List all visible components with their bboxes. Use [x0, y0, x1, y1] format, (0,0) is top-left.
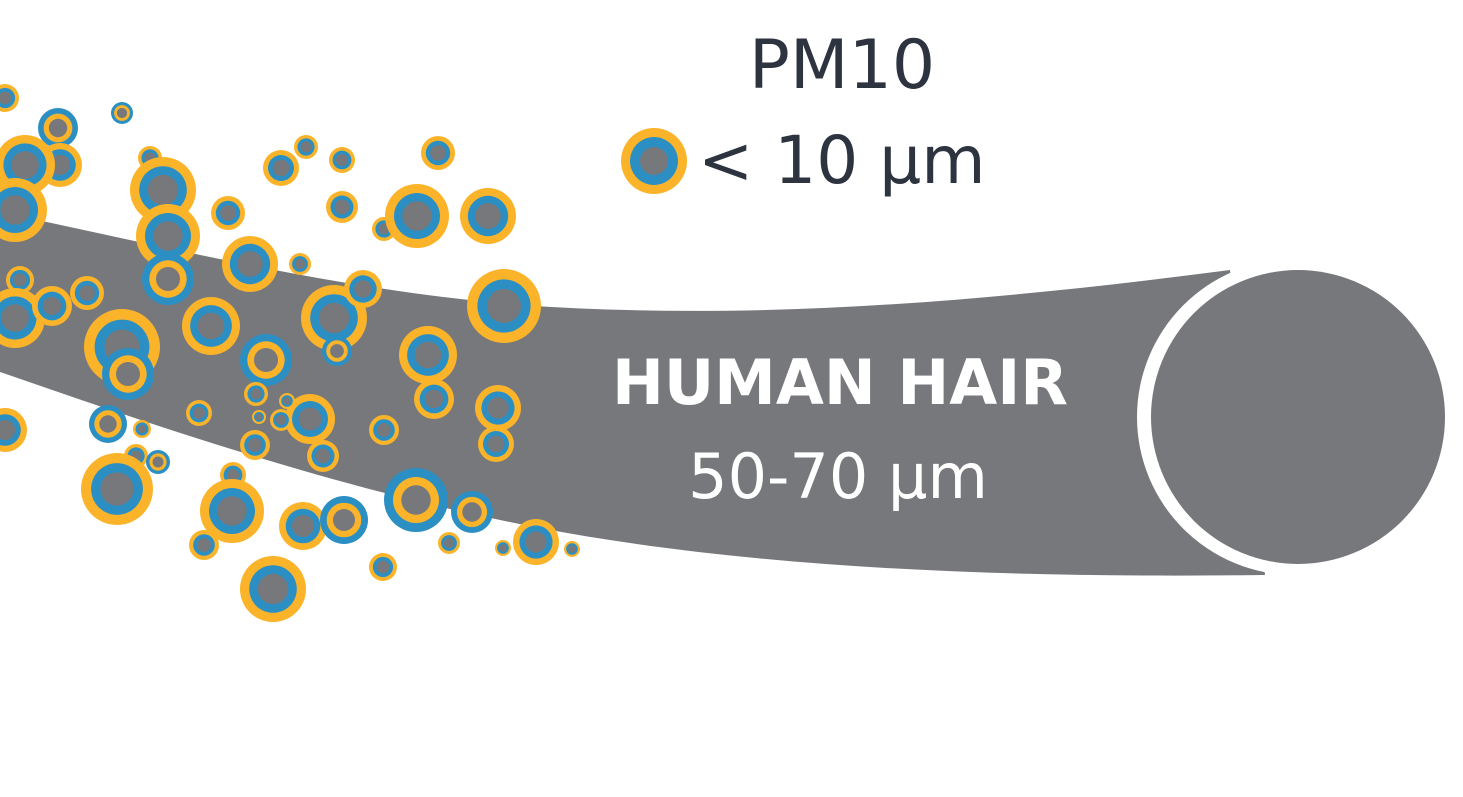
particle-icon — [133, 420, 151, 438]
particle-icon — [475, 385, 521, 431]
particle-icon — [285, 394, 335, 444]
pm10-size-label: < 10 μm — [698, 122, 986, 199]
particle-icon — [320, 496, 368, 544]
particle-icon — [142, 253, 194, 305]
particle-icon — [240, 556, 306, 622]
particle-icon — [385, 184, 449, 248]
particle-icon — [0, 84, 19, 112]
pm10-title: PM10 — [749, 26, 935, 105]
particle-icon — [467, 269, 541, 343]
hair-cross-section — [1151, 270, 1445, 564]
particle-icon — [200, 479, 264, 543]
particle-icon — [263, 150, 299, 186]
particle-icon — [111, 102, 133, 124]
particle-icon — [240, 430, 270, 460]
particle-icon — [294, 135, 318, 159]
particle-icon — [478, 426, 514, 462]
particle-icon — [189, 530, 219, 560]
particle-icon — [211, 196, 245, 230]
particle-icon — [399, 326, 457, 384]
particle-icon — [0, 408, 27, 452]
particle-icon — [369, 415, 399, 445]
particle-icon — [289, 253, 311, 275]
particle-icon — [460, 188, 516, 244]
particle-icon — [421, 136, 455, 170]
particle-icon — [89, 405, 127, 443]
particle-icon — [513, 519, 559, 565]
particle-icon — [240, 334, 292, 386]
particle-icon — [186, 400, 212, 426]
particle-icon — [270, 409, 292, 431]
particle-icon — [38, 108, 78, 148]
particle-cluster — [0, 84, 580, 622]
particle-icon — [322, 336, 352, 366]
particle-icon — [279, 393, 295, 409]
particle-icon — [252, 410, 266, 424]
particle-icon — [182, 297, 240, 355]
particle-icon — [326, 191, 358, 223]
particle-icon — [244, 382, 268, 406]
particle-icon — [344, 270, 382, 308]
particle-icon — [222, 236, 278, 292]
particle-icon — [495, 540, 511, 556]
particle-icon — [564, 541, 580, 557]
particle-icon — [136, 204, 200, 268]
particle-icon — [438, 532, 460, 554]
particle-icon — [32, 286, 72, 326]
particle-icon — [414, 379, 454, 419]
particle-icon — [307, 440, 339, 472]
particle-icon — [0, 178, 47, 242]
pm10-particle-icon — [621, 128, 687, 194]
particle-icon — [329, 147, 355, 173]
particle-icon — [70, 276, 104, 310]
particle-icon — [384, 468, 448, 532]
hair-size-label: 50-70 μm — [688, 440, 988, 513]
hair-title: HUMAN HAIR — [612, 346, 1068, 419]
particle-icon — [81, 453, 153, 525]
particle-icon — [146, 450, 170, 474]
particle-icon — [279, 502, 327, 550]
particle-icon — [102, 348, 154, 400]
particle-icon — [6, 266, 34, 294]
particle-icon — [451, 491, 493, 533]
particle-icon — [369, 553, 397, 581]
